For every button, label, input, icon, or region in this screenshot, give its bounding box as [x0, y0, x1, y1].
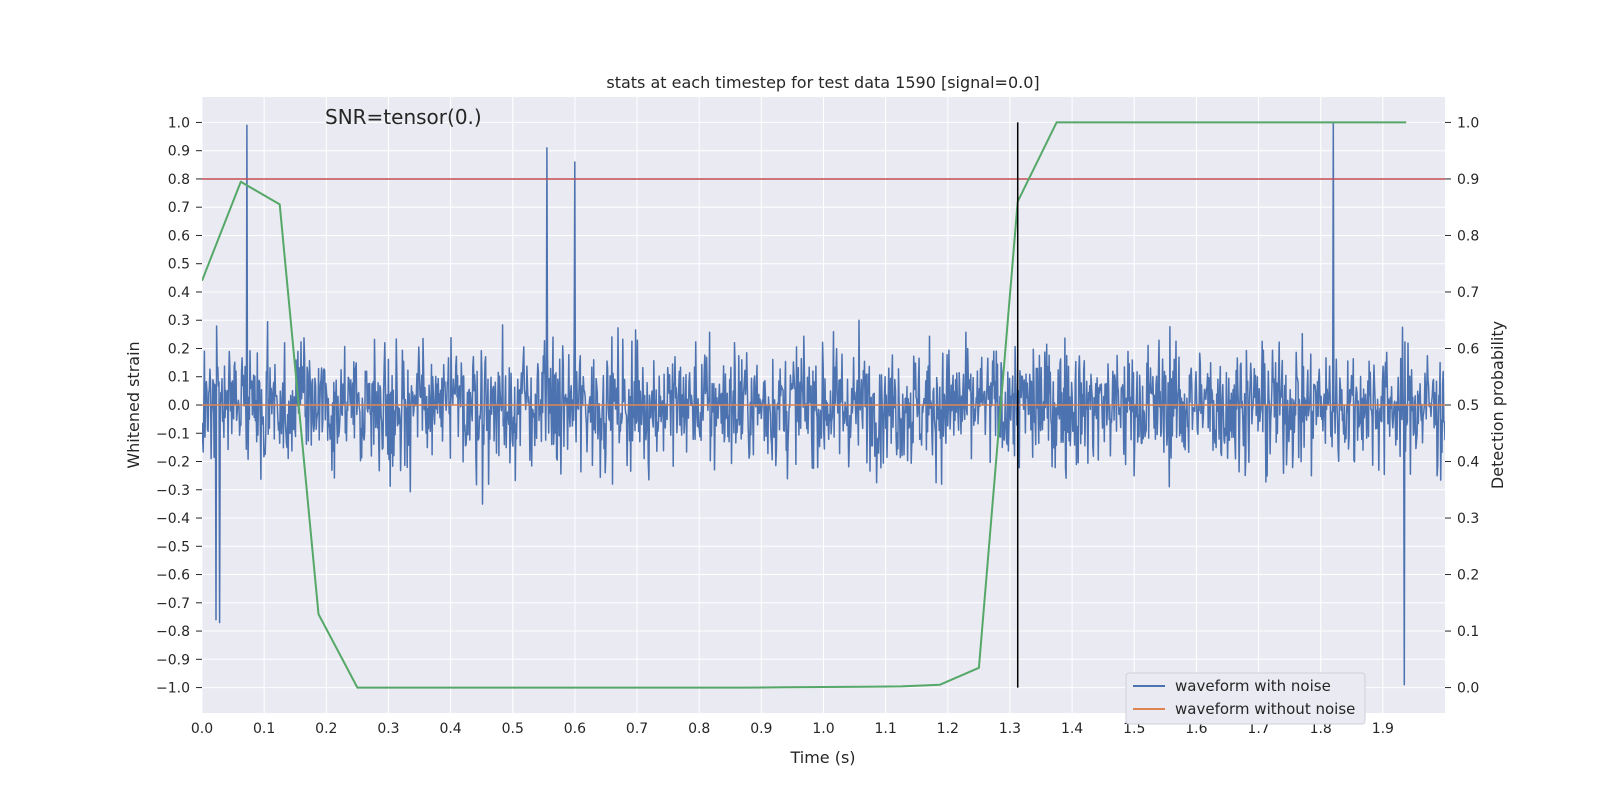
y-right-tick-label: 0.5 [1457, 398, 1479, 414]
y-right-tick-label: 0.0 [1457, 681, 1479, 697]
legend-label-clean: waveform without noise [1175, 700, 1355, 718]
chart-title: stats at each timestep for test data 159… [606, 73, 1039, 92]
y-tick-label: 0.6 [168, 228, 190, 244]
x-tick-label: 1.2 [937, 721, 959, 737]
x-tick-label: 1.8 [1310, 721, 1332, 737]
x-tick-label: 1.3 [999, 721, 1021, 737]
x-axis-label: Time (s) [789, 748, 855, 767]
y-tick-label: −0.7 [156, 596, 190, 612]
x-tick-label: 0.6 [564, 721, 586, 737]
legend-label-noise: waveform with noise [1175, 677, 1331, 695]
waveform-with-noise-line [202, 121, 1445, 686]
y-right-tick-label: 0.6 [1457, 341, 1479, 357]
y-right-ticks: 1.0 0.9 0.8 0.7 0.6 0.5 0.4 0.3 0.2 0.1 0.0 [1445, 115, 1479, 697]
y-right-axis-label: Detection probability [1488, 321, 1507, 489]
x-tick-label: 0.4 [439, 721, 461, 737]
x-tick-label: 1.6 [1185, 721, 1207, 737]
y-tick-label: 0.5 [168, 257, 190, 273]
y-tick-label: 0.2 [168, 341, 190, 357]
y-right-tick-label: 0.3 [1457, 511, 1479, 527]
y-tick-label: 0.0 [168, 398, 190, 414]
y-tick-label: −0.3 [156, 483, 190, 499]
snr-annotation: SNR=tensor(0.) [325, 105, 482, 129]
x-tick-label: 0.1 [253, 721, 275, 737]
y-right-tick-label: 0.2 [1457, 568, 1479, 584]
x-tick-label: 0.2 [315, 721, 337, 737]
x-ticks: 0.0 0.1 0.2 0.3 0.4 0.5 0.6 0.7 0.8 0.9 1.0 1.1 1.2 1… [191, 721, 1394, 737]
y-tick-label: −0.9 [156, 652, 190, 668]
x-tick-label: 1.4 [1061, 721, 1083, 737]
series-layer [202, 121, 1445, 689]
y-axis-label: Whitened strain [124, 341, 143, 468]
x-tick-label: 1.1 [875, 721, 897, 737]
x-tick-label: 0.9 [750, 721, 772, 737]
y-tick-label: 0.4 [168, 285, 190, 301]
x-tick-label: 0.7 [626, 721, 648, 737]
detection-probability-line [202, 121, 1407, 689]
y-tick-label: 0.9 [168, 144, 190, 160]
y-tick-label: 0.1 [168, 370, 190, 386]
y-tick-label: −1.0 [156, 681, 190, 697]
y-ticks: 1.0 0.9 0.8 0.7 0.6 0.5 0.4 0.3 0.2 0.1 0.0 −0.1 −0.… [156, 115, 202, 697]
legend: waveform with noise waveform without noi… [1125, 672, 1366, 725]
y-right-tick-label: 0.1 [1457, 624, 1479, 640]
y-tick-label: −0.5 [156, 539, 190, 555]
y-tick-label: −0.2 [156, 455, 190, 471]
y-tick-label: 0.7 [168, 200, 190, 216]
x-tick-label: 0.8 [688, 721, 710, 737]
y-right-tick-label: 0.7 [1457, 285, 1479, 301]
y-tick-label: −0.1 [156, 426, 190, 442]
y-tick-label: −0.4 [156, 511, 190, 527]
x-tick-label: 0.5 [502, 721, 524, 737]
x-tick-label: 1.0 [812, 721, 834, 737]
y-right-tick-label: 0.9 [1457, 172, 1479, 188]
y-right-tick-label: 0.8 [1457, 228, 1479, 244]
legend-box [1125, 672, 1366, 725]
y-tick-label: −0.6 [156, 568, 190, 584]
y-tick-label: 0.3 [168, 313, 190, 329]
y-right-tick-label: 0.4 [1457, 455, 1479, 471]
x-tick-label: 1.9 [1372, 721, 1394, 737]
x-tick-label: 0.0 [191, 721, 213, 737]
y-tick-label: 0.8 [168, 172, 190, 188]
x-tick-label: 1.7 [1247, 721, 1269, 737]
y-right-tick-label: 1.0 [1457, 115, 1479, 131]
y-tick-label: −0.8 [156, 624, 190, 640]
x-tick-label: 1.5 [1123, 721, 1145, 737]
y-tick-label: 1.0 [168, 115, 190, 131]
x-tick-label: 0.3 [377, 721, 399, 737]
